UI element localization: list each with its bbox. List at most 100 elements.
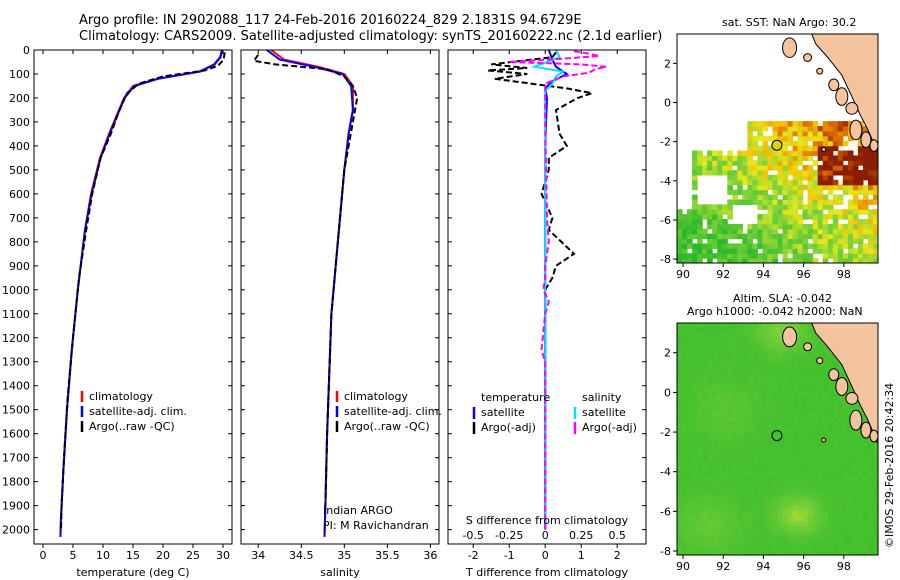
sla-map-cell (772, 450, 779, 457)
sla-map-cell (782, 426, 789, 432)
sla-map-cell (687, 391, 693, 397)
sla-map-cell (777, 356, 784, 363)
sla-map-cell (717, 411, 723, 417)
sst-map-cell (712, 253, 718, 259)
sla-map-cell (687, 431, 693, 437)
sla-map-cell (767, 411, 774, 417)
sla-map-cell (857, 480, 864, 487)
sla-map-cell (687, 396, 693, 402)
sst-map-cell (782, 258, 789, 263)
sla-map-cell (792, 520, 799, 526)
sst-map-cell (712, 209, 718, 215)
sla-map-cell (847, 470, 854, 477)
sla-map-cell (792, 510, 799, 516)
diff-s-tick-label: 0.25 (569, 529, 594, 542)
sst-map-cell (797, 199, 804, 205)
sla-map-cell (802, 376, 809, 383)
sla-map-cell (707, 441, 713, 447)
sst-map-cell (732, 243, 738, 249)
sst-map-cell (782, 189, 789, 196)
sla-map-cell (742, 441, 748, 447)
sla-map-cell (792, 450, 799, 457)
sst-map-cell (817, 194, 824, 200)
sst-map-cell (802, 170, 809, 176)
sla-map-cell (747, 505, 753, 511)
sla-map-cell (807, 550, 814, 555)
sla-map-cell (682, 421, 688, 427)
sla-map-cell (807, 371, 814, 378)
sla-map-ytick-label: -4 (660, 466, 671, 479)
sla-map-cell (702, 411, 708, 417)
sla-map-cell (847, 550, 854, 555)
sst-map-cell (868, 223, 874, 230)
sla-map-cell (782, 421, 789, 427)
sla-map-cell (777, 460, 784, 467)
sla-map-cell (868, 505, 874, 511)
sla-map-cell (792, 505, 799, 511)
temp-xtick-label: 5 (70, 549, 77, 562)
sst-map-cell (832, 184, 839, 191)
sla-map-cell (847, 490, 854, 497)
sla-map-cell (707, 431, 713, 437)
sst-map-cell (862, 253, 869, 259)
sst-map-cell (782, 126, 789, 132)
sst-map-cell (702, 233, 708, 240)
sst-map-cell (782, 145, 789, 152)
sla-map-cell (687, 401, 693, 407)
sla-map-cell (742, 421, 748, 427)
sla-map-cell (677, 336, 683, 343)
sst-map-cell (722, 155, 728, 161)
sst-map-cell (787, 194, 794, 200)
sla-map-cell (692, 411, 698, 417)
sst-map-cell (722, 228, 728, 235)
sst-map-cell (868, 248, 874, 254)
sla-map-cell (677, 470, 683, 477)
sla-map-cell (737, 485, 743, 492)
sst-map-cell (767, 174, 774, 181)
sla-map-cell (732, 336, 738, 343)
sst-map-cell (862, 233, 869, 240)
diff-legend-label: Argo(-adj) (481, 421, 536, 434)
diff-s-tick-label: 0.5 (608, 529, 626, 542)
sst-map-cell (742, 170, 748, 176)
sst-map-cell (873, 194, 878, 200)
sla-map-cell (682, 416, 688, 422)
sla-map-cell (727, 480, 733, 487)
sst-map-cell (837, 184, 844, 191)
sla-map-cell (772, 495, 779, 502)
sla-map-cell (822, 455, 829, 462)
sla-map-cell (847, 426, 854, 432)
sst-map-cell (797, 204, 804, 210)
sst-map-cell (792, 150, 799, 156)
sla-map-cell (717, 376, 723, 383)
sla-map-cell (742, 341, 748, 348)
sst-map-cell (757, 121, 763, 127)
sla-map-cell (777, 346, 784, 353)
sla-map-cell (812, 490, 819, 497)
sst-map-cell (732, 258, 738, 263)
sla-map-cell (832, 445, 839, 452)
sla-map-cell (747, 341, 753, 348)
sla-map-cell (817, 475, 824, 482)
sst-map-cell (827, 121, 834, 127)
sst-map-cell (727, 204, 733, 210)
sla-map-cell (807, 445, 814, 452)
sla-map-cell (732, 540, 738, 546)
sla-map-cell (797, 480, 804, 487)
sst-map-cell (687, 219, 693, 225)
sst-map-cell (777, 121, 784, 127)
sst-map-cell (792, 140, 799, 147)
sst-map-cell (837, 228, 844, 235)
sla-map-cell (762, 421, 768, 427)
sla-map-cell (722, 465, 728, 472)
sla-map-cell (792, 411, 799, 417)
sst-map-cell (827, 248, 834, 254)
sla-map-cell (787, 535, 794, 541)
sla-map-cell (797, 510, 804, 516)
sst-map-cell (812, 135, 819, 142)
sla-map-cell (712, 520, 718, 526)
sla-map-cell (717, 535, 723, 541)
sst-map-cell (868, 238, 874, 244)
sst-map-cell (777, 219, 784, 225)
sla-map-cell (847, 530, 854, 536)
